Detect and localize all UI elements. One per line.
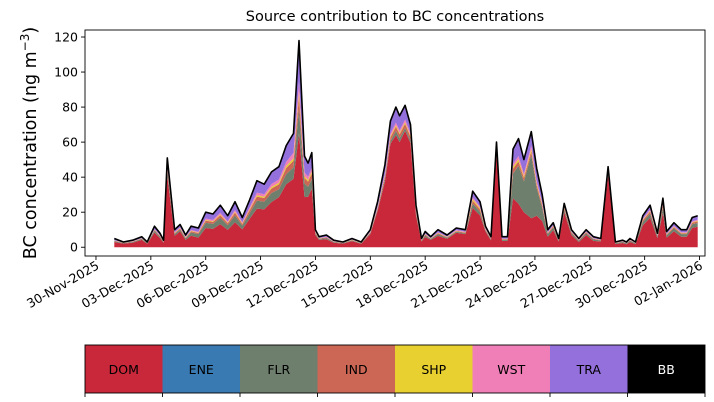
legend-label-tra: TRA — [576, 362, 602, 377]
y-axis-label-main: BC concentration (ng m — [21, 51, 41, 259]
total-bc-line — [114, 39, 698, 243]
y-axis-label-superscript: −3 — [18, 34, 32, 52]
legend-swatch-shp — [395, 345, 473, 393]
y-tick-label: 80 — [62, 100, 78, 115]
legend-label-bb: BB — [658, 362, 675, 377]
legend-swatch-dom — [85, 345, 163, 393]
plot-frame — [84, 29, 706, 257]
legend-frame — [84, 344, 706, 394]
y-axis-label-close: ) — [21, 27, 41, 34]
area-dom — [114, 130, 698, 248]
legend-swatch-ind — [317, 345, 395, 393]
legend-swatch-tra — [550, 345, 628, 393]
plot-area — [114, 39, 698, 248]
y-tick-label: 40 — [62, 170, 78, 185]
legend-label-wst: WST — [497, 362, 525, 377]
y-tick-label: 100 — [54, 65, 78, 80]
y-tick-label: 0 — [70, 240, 78, 255]
legend-label-shp: SHP — [421, 362, 446, 377]
y-axis-label: BC concentration (ng m−3) — [18, 27, 41, 259]
legend-label-dom: DOM — [109, 362, 139, 377]
y-tick-label: 120 — [54, 30, 78, 45]
legend-colorbar: DOM ENE FLR IND SHP WST TRA BB — [84, 344, 706, 397]
y-tick-label: 60 — [62, 135, 78, 150]
y-tick-label: 20 — [62, 205, 78, 220]
legend-label-ind: IND — [345, 362, 368, 377]
legend-swatch-wst — [472, 345, 550, 393]
axes: 02040608010012030-Nov-202503-Dec-202506-… — [24, 29, 706, 311]
legend-swatch-ene — [162, 345, 240, 393]
legend-swatch-bb — [627, 345, 705, 393]
area-tra — [114, 40, 698, 243]
legend-label-flr: FLR — [267, 362, 290, 377]
legend-swatch-flr — [240, 345, 318, 393]
chart-title: Source contribution to BC concentrations — [246, 9, 544, 25]
legend-label-ene: ENE — [189, 362, 214, 377]
